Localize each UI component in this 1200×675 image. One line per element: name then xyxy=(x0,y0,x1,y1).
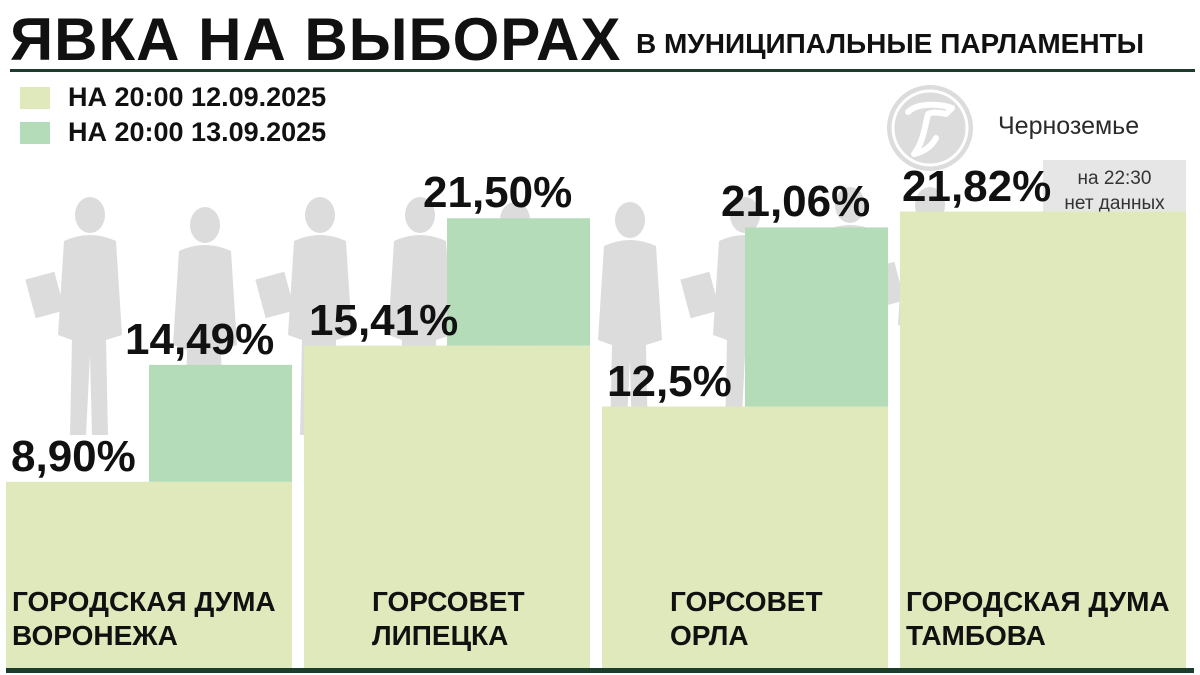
category-label-1: ГОРСОВЕТ ЛИПЕЦКА xyxy=(372,585,525,653)
value-label-day1-3: 21,82% xyxy=(902,161,1052,211)
bar-day2-0 xyxy=(149,364,292,482)
page-title: ЯВКА НА ВЫБОРАХ xyxy=(10,6,622,73)
category-label-line2: ВОРОНЕЖА xyxy=(12,620,178,651)
legend-label-day1: НА 20:00 12.09.2025 xyxy=(68,82,327,112)
value-label-day2-1: 21,50% xyxy=(423,168,573,218)
category-label-line1: ГОРОДСКАЯ ДУМА xyxy=(12,586,276,617)
category-label-0: ГОРОДСКАЯ ДУМА ВОРОНЕЖА xyxy=(12,585,276,653)
bar-day1-3 xyxy=(900,211,1186,668)
legend-swatch-day2 xyxy=(20,122,50,144)
value-label-day2-0: 14,49% xyxy=(125,314,275,364)
silhouette-figure xyxy=(25,197,122,435)
bar-day1-2 xyxy=(602,406,888,668)
bar-day1-0 xyxy=(6,481,292,668)
page-subtitle: В МУНИЦИПАЛЬНЫЕ ПАРЛАМЕНТЫ xyxy=(636,28,1145,59)
bar-day1-1 xyxy=(304,345,590,668)
value-label-day1-0: 8,90% xyxy=(11,431,136,481)
category-label-2: ГОРСОВЕТ ОРЛА xyxy=(670,585,823,653)
value-label-day1-2: 12,5% xyxy=(607,356,732,406)
chart-baseline xyxy=(6,668,1194,673)
legend-swatch-day1 xyxy=(20,87,50,109)
no-data-box xyxy=(1043,160,1186,212)
title-underline xyxy=(10,69,1195,72)
category-label-line2: ТАМБОВА xyxy=(906,620,1046,651)
category-label-line1: ГОРОДСКАЯ ДУМА xyxy=(906,586,1170,617)
no-data-note: на 22:30 нет данных xyxy=(1064,168,1165,214)
value-label-day2-2: 21,06% xyxy=(721,177,871,227)
legend-label-day2: НА 20:00 13.09.2025 xyxy=(68,117,327,147)
brand-logo-icon xyxy=(887,85,973,171)
category-label-3: ГОРОДСКАЯ ДУМА ТАМБОВА xyxy=(906,585,1170,653)
category-label-line1: ГОРСОВЕТ xyxy=(670,586,823,617)
brand-name: Черноземье xyxy=(998,112,1140,140)
category-label-line1: ГОРСОВЕТ xyxy=(372,586,525,617)
silhouette-figure xyxy=(598,202,662,440)
bar-day2-1 xyxy=(447,218,590,346)
value-label-day1-1: 15,41% xyxy=(309,295,459,345)
category-label-line2: ЛИПЕЦКА xyxy=(372,620,509,651)
bar-day2-2 xyxy=(745,227,888,407)
category-label-line2: ОРЛА xyxy=(670,620,749,651)
